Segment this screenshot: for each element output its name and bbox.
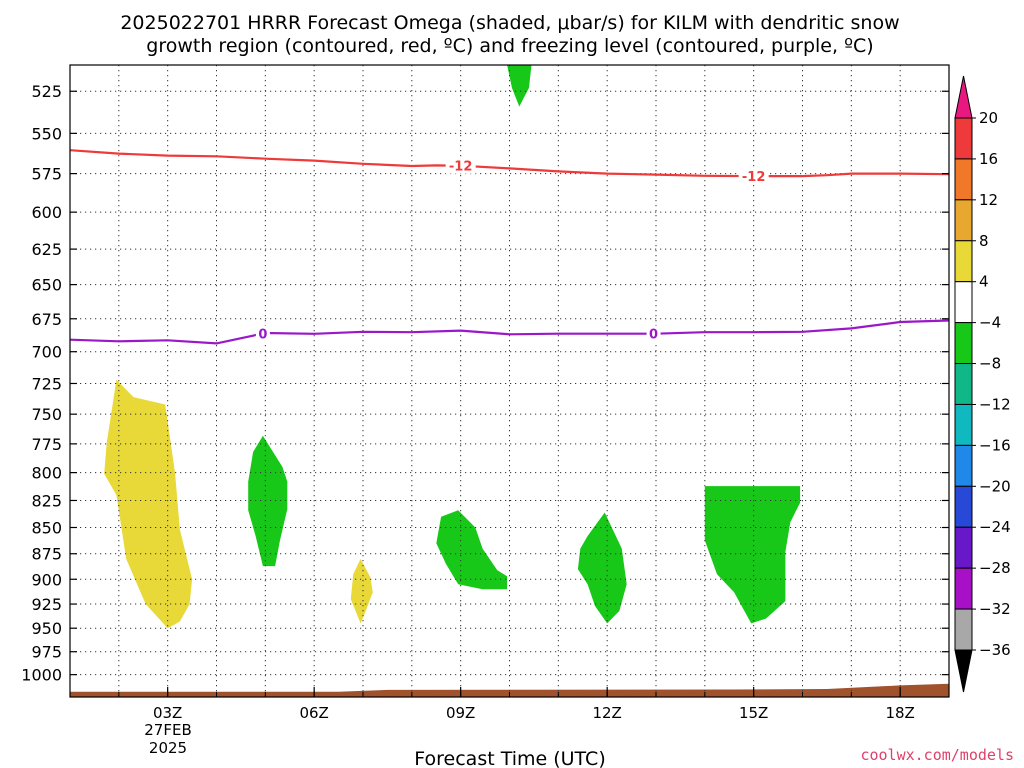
y-tick-label-775: 775 bbox=[31, 435, 62, 454]
omega-region-4 bbox=[436, 510, 508, 590]
colorbar-label: 20 bbox=[979, 109, 998, 127]
colorbar-swatch-12 bbox=[954, 567, 973, 610]
y-tick-label-875: 875 bbox=[31, 545, 62, 564]
omega-region-1 bbox=[104, 379, 193, 629]
y-tick-label-725: 725 bbox=[31, 374, 62, 393]
colorbar-label: 12 bbox=[979, 191, 998, 209]
y-tick-label-825: 825 bbox=[31, 491, 62, 510]
y-tick-label-575: 575 bbox=[31, 165, 62, 184]
colorbar-label: −32 bbox=[979, 600, 1011, 618]
omega-region-6 bbox=[704, 486, 801, 624]
colorbar-label: −12 bbox=[979, 395, 1011, 413]
credit-text: coolwx.com/models bbox=[860, 746, 1014, 764]
colorbar-swatch-5 bbox=[954, 281, 973, 324]
y-tick-label-700: 700 bbox=[31, 343, 62, 362]
y-tick-label-800: 800 bbox=[31, 464, 62, 483]
x-axis-title: Forecast Time (UTC) bbox=[414, 748, 605, 768]
colorbar-swatch-8 bbox=[954, 403, 973, 446]
colorbar-swatch-3 bbox=[954, 199, 973, 242]
contour-line--12 bbox=[70, 149, 949, 178]
colorbar-swatch-10 bbox=[954, 485, 973, 528]
colorbar-swatch-7 bbox=[954, 363, 973, 405]
y-tick-label-600: 600 bbox=[31, 203, 62, 222]
contour-label-bg bbox=[255, 325, 270, 342]
x-tick-label-18Z: 18Z bbox=[885, 704, 914, 722]
colorbar: 20 16 12 8 4 −4 −8 −12 −16 −20 −24 −28 −32 −36 bbox=[954, 75, 1011, 693]
colorbar-label: −36 bbox=[979, 641, 1011, 659]
y-tick-label-750: 750 bbox=[31, 405, 62, 424]
colorbar-bottom-arrow bbox=[954, 649, 973, 693]
contour-label--12: -12 bbox=[742, 170, 766, 185]
colorbar-swatch-13 bbox=[954, 608, 973, 651]
colorbar-label: 8 bbox=[979, 232, 989, 250]
x-tick-label-15Z: 15Z bbox=[739, 704, 768, 722]
colorbar-swatch-6 bbox=[954, 322, 973, 365]
y-tick-label-975: 975 bbox=[31, 643, 62, 662]
x-tick-label-09Z: 09Z bbox=[446, 704, 475, 722]
colorbar-label: 16 bbox=[979, 150, 998, 168]
x-axis: 03Z 06Z 09Z 12Z 15Z 18Z bbox=[69, 687, 950, 722]
colorbar-swatch-9 bbox=[954, 444, 973, 487]
x-tick-label-06Z: 06Z bbox=[299, 704, 328, 722]
contour-label-bg bbox=[738, 168, 769, 185]
colorbar-label: −4 bbox=[979, 314, 1001, 332]
contour-label--12: -12 bbox=[449, 160, 473, 175]
y-tick-label-650: 650 bbox=[31, 276, 62, 295]
y-tick-label-675: 675 bbox=[31, 310, 62, 329]
omega-shading bbox=[104, 65, 801, 629]
colorbar-swatch-1 bbox=[954, 117, 973, 160]
colorbar-top-arrow bbox=[954, 75, 973, 119]
x-tick-label-12Z: 12Z bbox=[592, 704, 621, 722]
y-tick-label-1000: 1000 bbox=[21, 666, 62, 685]
colorbar-label: 4 bbox=[979, 273, 989, 291]
y-tick-label-900: 900 bbox=[31, 570, 62, 589]
colorbar-label: −8 bbox=[979, 355, 1001, 373]
omega-region-5 bbox=[577, 512, 627, 624]
contour-label-bg bbox=[646, 325, 661, 342]
grid bbox=[70, 65, 950, 697]
x-tick-label-03Z: 03Z bbox=[153, 704, 182, 722]
date-label-year: 2025 bbox=[149, 739, 187, 757]
colorbar-swatch-11 bbox=[954, 526, 973, 569]
y-tick-label-850: 850 bbox=[31, 518, 62, 537]
y-tick-label-550: 550 bbox=[31, 124, 62, 143]
y-tick-label-925: 925 bbox=[31, 595, 62, 614]
omega-region-3 bbox=[248, 435, 288, 567]
contour-label-0: 0 bbox=[649, 328, 658, 343]
contour-label-0: 0 bbox=[258, 328, 267, 343]
colorbar-label: −24 bbox=[979, 518, 1011, 536]
omega-region-7 bbox=[507, 65, 532, 107]
date-label-day: 27FEB bbox=[144, 721, 191, 739]
colorbar-label: −28 bbox=[979, 559, 1011, 577]
chart-title-line-2: growth region (contoured, red, ºC) and f… bbox=[146, 35, 873, 57]
colorbar-label: −16 bbox=[979, 436, 1011, 454]
colorbar-swatch-4 bbox=[954, 240, 973, 283]
contour-label-bg bbox=[445, 157, 476, 174]
y-tick-label-950: 950 bbox=[31, 619, 62, 638]
chart-title-line-1: 2025022701 HRRR Forecast Omega (shaded, … bbox=[120, 12, 899, 34]
contours: -12 -12 0 0 bbox=[70, 149, 949, 345]
y-tick-label-625: 625 bbox=[31, 240, 62, 259]
y-tick-label-525: 525 bbox=[31, 82, 62, 101]
y-axis: 525 550 575 600 625 650 675 700 725 750 775 800 825 8… bbox=[21, 82, 949, 685]
contour-line-0 bbox=[70, 319, 949, 345]
colorbar-swatch-2 bbox=[954, 158, 973, 201]
colorbar-label: −20 bbox=[979, 477, 1011, 495]
omega-region-2 bbox=[350, 558, 373, 624]
